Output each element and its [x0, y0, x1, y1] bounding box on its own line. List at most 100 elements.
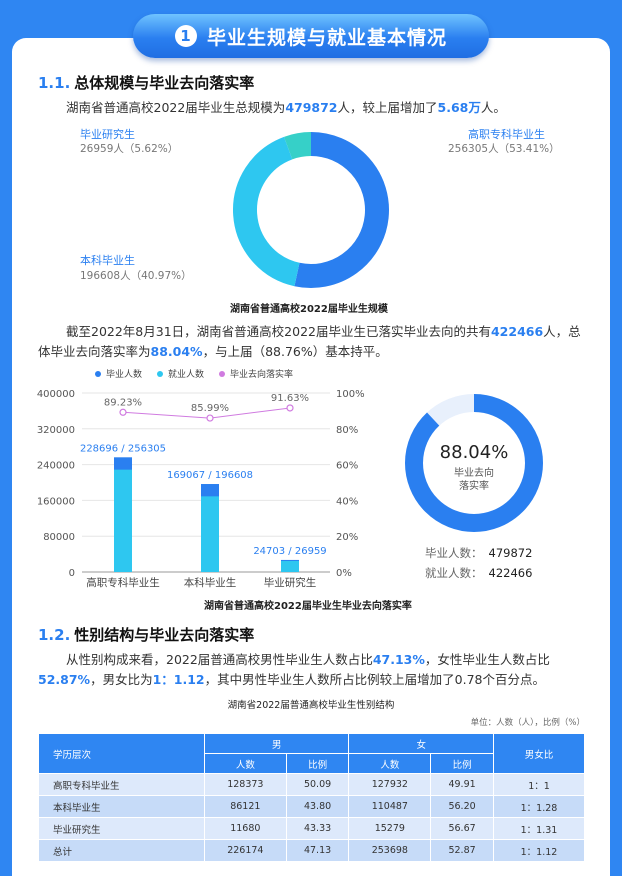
table-cell-r: 1：1.31: [493, 817, 585, 840]
text: ，男女比为: [90, 672, 153, 687]
text: ，与上届（88.76%）基本持平。: [202, 344, 388, 359]
increase-value: 5.68万: [437, 100, 481, 115]
table-cell-mp: 43.80: [285, 795, 350, 818]
section-title-text: 总体规模与毕业去向落实率: [74, 74, 255, 92]
employed-stat: 就业人数： 422466: [425, 565, 532, 581]
bar-chart-caption: 湖南省普通高校2022届毕业生毕业去向落实率: [204, 601, 412, 612]
rate-label: 91.63%: [271, 393, 309, 404]
header-female: 女: [348, 733, 494, 754]
y2-tick-label: 0%: [336, 568, 352, 579]
table-unit: 单位：人数（人），比例（%）: [470, 718, 585, 728]
total-graduates: 479872: [285, 100, 338, 115]
legend-marker: [157, 371, 163, 377]
rate-label: 89.23%: [104, 397, 142, 408]
bar-employed: [201, 496, 219, 572]
x-category-label: 本科毕业生: [184, 576, 237, 589]
banner-number: 1: [174, 25, 197, 47]
undergrad-label: 本科毕业生: [80, 254, 135, 267]
table-cell-fp: 56.20: [430, 795, 494, 818]
text: 人，总体毕业去向落实率为: [38, 324, 581, 359]
y2-tick-label: 40%: [336, 496, 358, 507]
employment-bar-chart: 毕业人数 就业人数 毕业去向落实率 400000 100% 320000 80% 240000…: [37, 368, 365, 589]
y-tick-label: 320000: [37, 425, 75, 436]
table-cell-f: 110487: [348, 795, 432, 818]
banner-title: 毕业生规模与就业基本情况: [206, 26, 447, 49]
header-male-pct: 比例: [285, 753, 350, 774]
undergrad-value: 196608人（40.97%）: [80, 270, 192, 282]
table-cell-fp: 52.87: [430, 839, 494, 862]
scale-donut-chart: [233, 132, 389, 288]
table-cell-level: 毕业研究生: [38, 817, 205, 840]
text: 湖南省普通高校2022届毕业生总规模为: [66, 100, 286, 115]
table-cell-mp: 43.33: [285, 817, 350, 840]
table-cell-m: 86121: [204, 795, 287, 818]
legend-marker: [95, 371, 101, 377]
text: 截至2022年8月31日，湖南省普通高校2022届毕业生已落实毕业去向的共有: [66, 324, 491, 339]
table-cell-f: 253698: [348, 839, 432, 862]
section-number: 1.2.: [38, 626, 71, 644]
y2-tick-label: 80%: [336, 425, 358, 436]
rate-label: 85.99%: [191, 403, 229, 414]
table-cell-fp: 49.91: [430, 773, 494, 796]
donut-segment: [294, 132, 389, 288]
table-cell-m: 226174: [204, 839, 287, 862]
x-category-label: 毕业研究生: [264, 576, 317, 589]
bar-data-label: 228696 / 256305: [80, 443, 166, 454]
legend-label: 毕业去向落实率: [230, 368, 293, 380]
table-cell-level: 本科毕业生: [38, 795, 205, 818]
table-row: 总计 226174 47.13 253698 52.87 1：1.12: [38, 839, 585, 862]
header-ratio: 男女比: [493, 733, 585, 774]
y-tick-label: 80000: [43, 532, 75, 543]
overall-rate: 88.04%: [150, 344, 203, 359]
rate-label-1: 毕业去向: [454, 466, 494, 479]
employed-count: 422466: [490, 324, 544, 339]
section-number: 1.1.: [38, 74, 71, 92]
vocational-value: 256305人（53.41%）: [448, 143, 560, 155]
scale-paragraph: 湖南省普通高校2022届毕业生总规模为479872人，较上届增加了5.68万人。: [66, 98, 586, 118]
female-share: 52.87%: [38, 672, 91, 687]
gender-ratio: 1：1.12: [152, 672, 205, 687]
bar-data-label: 24703 / 26959: [253, 546, 326, 557]
legend-label: 就业人数: [168, 368, 204, 380]
y-tick-label: 240000: [37, 461, 75, 472]
table-cell-r: 1：1: [493, 773, 585, 796]
section-1-2-title: 1.2. 性别结构与毕业去向落实率: [38, 624, 254, 645]
table-cell-fp: 56.67: [430, 817, 494, 840]
text: 人。: [480, 100, 506, 115]
y2-tick-label: 100%: [336, 389, 365, 400]
male-share: 47.13%: [372, 652, 425, 667]
header-male-count: 人数: [204, 753, 287, 774]
header-female-pct: 比例: [430, 753, 494, 774]
employed-stat-value: 422466: [488, 566, 533, 580]
rate-paragraph: 截至2022年8月31日，湖南省普通高校2022届毕业生已落实毕业去向的共有42…: [38, 322, 590, 362]
vocational-label: 高职专科毕业生: [468, 128, 545, 141]
graduates-stat-label: 毕业人数：: [425, 546, 483, 560]
donut-caption: 湖南省普通高校2022届毕业生规模: [230, 304, 388, 315]
rate-label-2: 落实率: [459, 479, 489, 492]
text: 从性别构成来看，2022届普通高校男性毕业生人数占比: [66, 652, 373, 667]
bar-data-label: 169067 / 196608: [167, 470, 253, 481]
table-row: 毕业研究生 11680 43.33 15279 56.67 1：1.31: [38, 817, 585, 840]
section-1-1-title: 1.1. 总体规模与毕业去向落实率: [38, 72, 254, 93]
y2-tick-label: 20%: [336, 532, 358, 543]
header-level: 学历层次: [38, 733, 205, 774]
bar-employed: [114, 469, 132, 572]
rate-point: [119, 408, 127, 416]
section-title-text: 性别结构与毕业去向落实率: [74, 626, 255, 644]
section-banner: 1 毕业生规模与就业基本情况: [133, 14, 489, 58]
legend-marker: [219, 371, 225, 377]
table-cell-level: 总计: [38, 839, 205, 862]
gender-paragraph: 从性别构成来看，2022届普通高校男性毕业生人数占比47.13%，女性毕业生人数…: [38, 650, 590, 690]
table-cell-r: 1：1.28: [493, 795, 585, 818]
table-row: 本科毕业生 86121 43.80 110487 56.20 1：1.28: [38, 795, 585, 818]
graduates-stat: 毕业人数： 479872: [425, 545, 532, 561]
table-cell-mp: 47.13: [285, 839, 350, 862]
donut-segment: [284, 132, 312, 160]
table-title: 湖南省2022届普通高校毕业生性别结构: [227, 700, 395, 711]
header-female-count: 人数: [348, 753, 432, 774]
text: ，其中男性毕业生人数所占比例较上届增加了0.78个百分点。: [204, 672, 545, 687]
table-cell-level: 高职专科毕业生: [38, 773, 205, 796]
employed-stat-label: 就业人数：: [425, 566, 483, 580]
table-cell-m: 128373: [204, 773, 287, 796]
text: 人，较上届增加了: [337, 100, 438, 115]
